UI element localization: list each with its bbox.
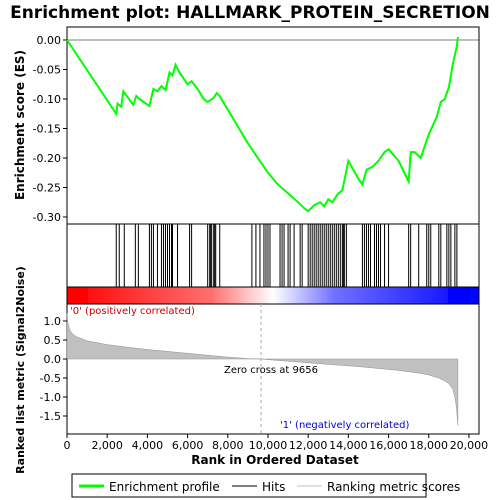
es-y-tick-label: 0.00 (37, 34, 62, 47)
chart-title: Enrichment plot: HALLMARK_PROTEIN_SECRET… (10, 3, 490, 23)
metric-y-tick-label: 1.0 (44, 315, 62, 328)
es-y-axis-label: Enrichment score (ES) (13, 50, 27, 200)
ranking-metric-area (66, 313, 459, 426)
metric-y-tick-label: -0.5 (40, 372, 61, 385)
x-tick-label: 18,000 (410, 439, 449, 452)
x-tick-label: 2,000 (91, 439, 123, 452)
metric-y-tick-label: 0.5 (44, 334, 62, 347)
es-y-tick-label: -0.25 (33, 182, 61, 195)
color-bar-strong-positive (68, 288, 88, 303)
legend-label-ranking-metric: Ranking metric scores (327, 480, 460, 494)
x-tick-label: 20,000 (450, 439, 489, 452)
legend-label-enrichment-profile: Enrichment profile (109, 480, 220, 494)
x-tick-label: 8,000 (212, 439, 244, 452)
es-y-tick-label: -0.10 (33, 93, 61, 106)
x-tick-label: 14,000 (329, 439, 368, 452)
positive-correlation-label: '0' (positively correlated) (70, 306, 195, 317)
metric-y-axis-label: Ranked list metric (Signal2Noise) (14, 266, 27, 474)
x-tick-label: 12,000 (289, 439, 328, 452)
x-tick-label: 0 (64, 439, 71, 452)
es-y-tick-label: -0.15 (33, 123, 61, 136)
metric-y-tick-label: 0.0 (44, 353, 62, 366)
hit-markers (115, 224, 458, 287)
metric-y-ticks: 1.0 0.5 0.0 -0.5 -1.0 -1.5 (40, 315, 67, 423)
enrichment-profile-line (66, 36, 459, 213)
color-bar-strong-negative (448, 288, 471, 303)
x-axis-ticks: 0 2,000 4,000 6,000 8,000 10,000 12,000 14,000 1… (64, 434, 489, 452)
metric-y-tick-label: -1.5 (40, 410, 61, 423)
es-y-tick-label: -0.20 (33, 152, 61, 165)
metric-y-tick-label: -1.0 (40, 391, 61, 404)
es-y-tick-label: -0.05 (33, 64, 61, 77)
x-tick-label: 16,000 (369, 439, 408, 452)
es-y-tick-label: -0.30 (33, 211, 61, 224)
ranking-color-bar (66, 286, 480, 305)
x-axis-label: Rank in Ordered Dataset (191, 453, 359, 467)
negative-correlation-label: '1' (negatively correlated) (280, 420, 409, 431)
es-panel-frame (66, 26, 480, 225)
x-tick-label: 4,000 (132, 439, 164, 452)
es-y-ticks: 0.00 -0.05 -0.10 -0.15 -0.20 -0.25 -0.30 (33, 34, 67, 224)
zero-cross-label: Zero cross at 9656 (224, 365, 318, 376)
x-tick-label: 6,000 (172, 439, 204, 452)
x-tick-label: 10,000 (249, 439, 288, 452)
legend-label-hits: Hits (262, 480, 285, 494)
hits-panel-frame (66, 223, 480, 288)
